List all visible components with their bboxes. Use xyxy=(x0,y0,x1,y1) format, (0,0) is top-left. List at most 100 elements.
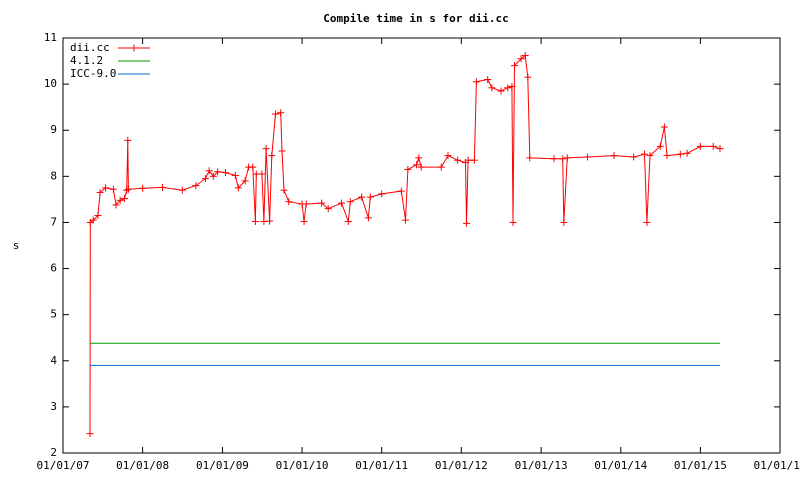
data-point xyxy=(96,188,104,196)
x-tick-label: 01/01/14 xyxy=(594,459,647,472)
data-point xyxy=(280,186,288,194)
data-point xyxy=(504,84,512,92)
data-point xyxy=(413,161,421,169)
data-point xyxy=(178,186,186,194)
legend-label: 4.1.2 xyxy=(70,54,103,67)
series-line-0 xyxy=(89,54,721,434)
y-axis-ticks: 2 3 4 5 6 7 8 9 10 11 xyxy=(44,31,780,459)
data-point xyxy=(488,84,496,92)
data-point xyxy=(630,153,638,161)
data-point xyxy=(278,147,286,155)
data-point xyxy=(251,218,259,226)
data-point xyxy=(346,198,354,206)
data-point xyxy=(266,217,274,225)
y-tick-label: 5 xyxy=(50,308,57,321)
data-point xyxy=(484,76,492,83)
data-point xyxy=(205,167,213,175)
data-point xyxy=(521,52,529,60)
data-point xyxy=(610,152,618,160)
data-point xyxy=(300,218,308,226)
data-point xyxy=(338,199,346,207)
data-point xyxy=(139,184,147,192)
data-point xyxy=(454,156,462,164)
data-point xyxy=(709,142,717,150)
data-point xyxy=(641,150,649,158)
x-tick-label: 01/01/08 xyxy=(116,459,169,472)
data-point xyxy=(234,184,242,192)
data-point xyxy=(86,430,94,438)
data-point xyxy=(463,219,471,227)
data-point xyxy=(124,185,132,193)
data-point xyxy=(378,190,386,198)
data-point xyxy=(258,170,266,178)
data-point xyxy=(121,194,129,202)
data-point xyxy=(277,109,285,117)
data-point xyxy=(437,163,445,171)
data-point xyxy=(192,182,200,190)
data-point xyxy=(89,216,97,224)
data-point xyxy=(271,110,279,118)
x-tick-label: 01/01/13 xyxy=(515,459,568,472)
data-point xyxy=(696,142,704,150)
x-tick-label: 01/01/09 xyxy=(196,459,249,472)
data-point xyxy=(112,201,120,209)
data-point xyxy=(401,216,409,224)
data-point xyxy=(123,186,131,194)
data-point xyxy=(302,200,310,208)
data-point xyxy=(464,156,472,164)
data-point xyxy=(660,123,668,131)
x-tick-label: 01/01/11 xyxy=(355,459,408,472)
x-tick-label: 01/01/10 xyxy=(276,459,329,472)
data-point xyxy=(318,199,326,207)
data-point xyxy=(646,152,654,160)
data-point xyxy=(404,165,412,173)
data-point xyxy=(285,198,293,206)
data-point xyxy=(497,87,505,95)
y-tick-label: 11 xyxy=(44,31,57,44)
data-point xyxy=(249,163,257,171)
data-point xyxy=(563,154,571,162)
data-point xyxy=(583,153,591,161)
plot-frame xyxy=(62,37,781,454)
y-tick-label: 9 xyxy=(50,123,57,136)
data-point xyxy=(209,172,217,180)
data-point xyxy=(656,142,664,150)
data-point xyxy=(158,183,166,191)
data-point xyxy=(472,78,480,86)
data-point xyxy=(94,212,102,220)
x-tick-label: 01/01/16 xyxy=(754,459,800,472)
data-point xyxy=(116,196,124,204)
data-point xyxy=(268,152,276,160)
y-axis-label: s xyxy=(13,239,20,252)
chart-title: Compile time in s for dii.cc xyxy=(323,12,508,25)
y-tick-label: 2 xyxy=(50,446,57,459)
y-tick-label: 7 xyxy=(50,215,57,228)
y-tick-label: 6 xyxy=(50,262,57,275)
data-point xyxy=(517,55,525,63)
data-point xyxy=(366,193,374,201)
data-point xyxy=(415,154,423,162)
data-point xyxy=(344,218,352,226)
series-layer xyxy=(86,52,724,438)
data-point xyxy=(262,145,270,153)
data-point xyxy=(509,218,517,226)
data-point xyxy=(241,177,249,185)
y-tick-label: 10 xyxy=(44,77,57,90)
data-point xyxy=(201,175,209,183)
data-point xyxy=(444,152,452,160)
data-point xyxy=(560,218,568,226)
x-tick-label: 01/01/07 xyxy=(37,459,90,472)
data-point xyxy=(511,62,519,70)
data-point xyxy=(417,163,425,171)
y-tick-label: 4 xyxy=(50,354,57,367)
data-point xyxy=(716,145,724,153)
data-point xyxy=(324,205,332,213)
data-point xyxy=(683,149,691,157)
data-point xyxy=(109,185,117,193)
data-point xyxy=(663,152,671,160)
data-point xyxy=(524,73,532,81)
data-point xyxy=(102,184,110,192)
data-point xyxy=(231,171,239,179)
